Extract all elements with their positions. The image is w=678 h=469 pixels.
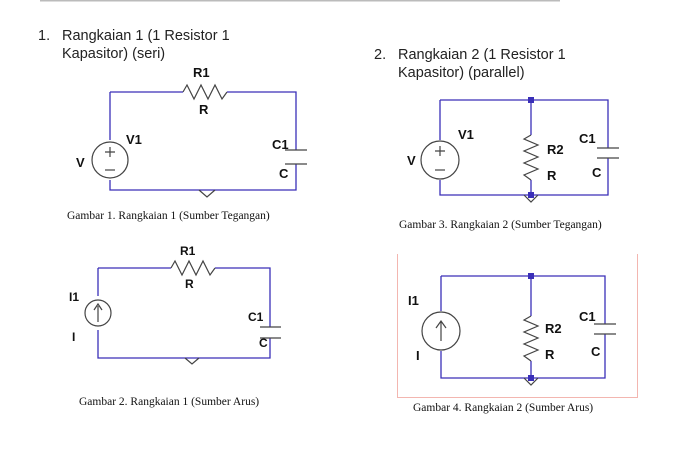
source-name: I1: [69, 290, 79, 304]
capacitor-name: C1: [579, 131, 596, 146]
resistor-name: R1: [193, 65, 210, 80]
ground-marker: [523, 377, 539, 386]
resistor-symbol: [522, 134, 540, 181]
resistor-name: R1: [180, 244, 196, 258]
heading-number: 1.: [38, 28, 51, 44]
resistor-value: R: [545, 347, 555, 362]
wire: [440, 275, 606, 379]
source-value: I: [416, 348, 420, 363]
wire: [439, 99, 609, 196]
capacitor-name: C1: [272, 137, 289, 152]
capacitor-value: C: [592, 165, 602, 180]
wire: [97, 267, 271, 359]
cropped-text-line: [40, 0, 560, 2]
ground-marker: [184, 357, 200, 365]
capacitor-value: C: [279, 166, 289, 181]
caption-fig3: Gambar 3. Rangkaian 2 (Sumber Tegangan): [399, 219, 602, 231]
resistor-symbol: [170, 259, 216, 277]
capacitor-value: C: [591, 344, 601, 359]
capacitor-symbol: [597, 147, 619, 159]
source-value: I: [72, 330, 75, 344]
node-dot: [528, 273, 534, 279]
capacitor-value: C: [259, 336, 268, 350]
source-name: V1: [458, 127, 474, 142]
node-dot: [528, 97, 534, 103]
source-value: V: [76, 155, 85, 170]
current-arrow: [435, 319, 447, 341]
circuit-3-diagram: V1 V R2 R C1 C: [407, 97, 619, 203]
figure-border-right: [637, 254, 638, 398]
heading-line-2: Kapasitor) (parallel): [398, 65, 525, 81]
heading-line-2: Kapasitor) (seri): [62, 46, 166, 62]
resistor-value: R: [185, 277, 194, 291]
caption-fig2: Gambar 2. Rangkaian 1 (Sumber Arus): [79, 396, 260, 408]
figure-border-bottom: [397, 397, 638, 398]
current-source-symbol: [84, 299, 112, 327]
capacitor-symbol: [260, 326, 281, 339]
plus-sign: [105, 147, 115, 157]
figure-border-left: [397, 254, 398, 398]
current-arrow: [93, 302, 103, 322]
circuit-4-diagram: I1 I R2 R C1 C: [408, 273, 616, 386]
voltage-source-symbol: [420, 140, 460, 180]
resistor-value: R: [547, 168, 557, 183]
circuit-1-diagram: R1 R V1 V C1 C: [76, 65, 307, 198]
heading-line-1: Rangkaian 1 (1 Resistor 1: [62, 28, 230, 44]
resistor-symbol: [522, 315, 540, 362]
wire: [109, 91, 297, 191]
resistor-value: R: [199, 102, 209, 117]
resistor-symbol: [182, 83, 228, 101]
heading-circuit-2: 2. Rangkaian 2 (1 Resistor 1 Kapasitor) …: [374, 46, 634, 86]
caption-fig4: Gambar 4. Rangkaian 2 (Sumber Arus): [413, 402, 594, 414]
source-value: V: [407, 153, 416, 168]
capacitor-name: C1: [579, 309, 596, 324]
source-name: I1: [408, 293, 419, 308]
caption-fig1: Gambar 1. Rangkaian 1 (Sumber Tegangan): [67, 210, 270, 222]
plus-sign: [435, 146, 445, 156]
capacitor-name: C1: [248, 310, 264, 324]
node-dot: [528, 375, 534, 381]
circuit-2-diagram: R1 R I1 I C1 C: [69, 244, 281, 365]
capacitor-symbol: [285, 149, 307, 165]
current-source-symbol: [421, 311, 461, 351]
ground-marker: [523, 194, 539, 203]
heading-circuit-1: 1. Rangkaian 1 (1 Resistor 1 Kapasitor) …: [38, 27, 298, 67]
source-name: V1: [126, 132, 142, 147]
heading-line-1: Rangkaian 2 (1 Resistor 1: [398, 47, 566, 63]
ground-marker: [198, 189, 216, 198]
node-dot: [528, 192, 534, 198]
resistor-name: R2: [545, 321, 562, 336]
voltage-source-symbol: [91, 141, 129, 179]
heading-number: 2.: [374, 47, 387, 63]
capacitor-symbol: [594, 323, 616, 335]
resistor-name: R2: [547, 142, 564, 157]
